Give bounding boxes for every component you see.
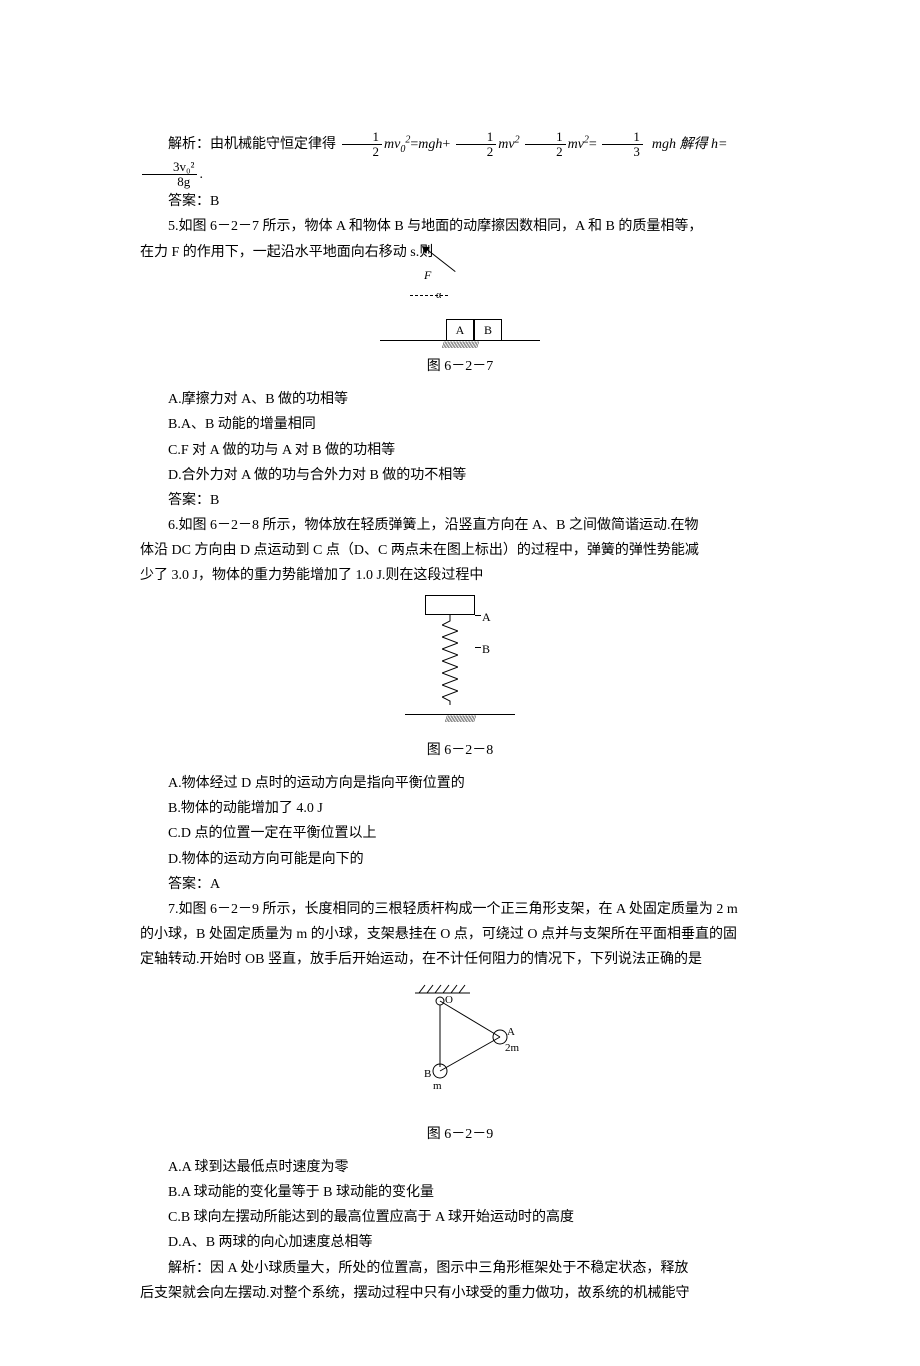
q4-answer: 答案：B xyxy=(140,189,780,214)
q5-answer: 答案：B xyxy=(140,488,780,513)
fig628-mass xyxy=(425,595,475,615)
fig627-hatch: //////////////////////// xyxy=(380,341,540,349)
frac-half-2: 1 2 xyxy=(456,130,497,160)
fig628-label-B: B xyxy=(482,639,490,661)
q5-optD: D.合外力对 A 做的功与合外力对 B 做的功不相等 xyxy=(140,463,780,488)
q4-analysis-prefix: 解析：由机械能守恒定律得 xyxy=(168,137,336,152)
q5-optA: A.摩擦力对 A、B 做的功相等 xyxy=(140,387,780,412)
q6-optB: B.物体的动能增加了 4.0 J xyxy=(140,796,780,821)
q6-optA: A.物体经过 D 点时的运动方向是指向平衡位置的 xyxy=(140,771,780,796)
q7-stem3: 定轴转动.开始时 OB 竖直，放手后开始运动，在不计任何阻力的情况下，下列说法正… xyxy=(140,947,780,972)
q6-stem2: 体沿 DC 方向由 D 点运动到 C 点（D、C 两点未在图上标出）的过程中，弹… xyxy=(140,538,780,563)
q6-answer: 答案：A xyxy=(140,872,780,897)
page: 解析：由机械能守恒定律得 1 2 mv02=mgh+ 1 2 mv2 1 2 m… xyxy=(0,0,920,1366)
figure-6-2-8: A B //////////////////// xyxy=(140,595,780,734)
fig627-box-A: A xyxy=(446,319,474,341)
fig629-label-O: O xyxy=(445,991,453,1011)
frac-result: 3v₀² 8g xyxy=(142,160,197,190)
fig628-diagram: A B //////////////////// xyxy=(390,595,530,725)
fig627-angle: α xyxy=(436,287,441,305)
q7-optB: B.A 球动能的变化量等于 B 球动能的变化量 xyxy=(140,1180,780,1205)
q7-stem1: 7.如图 6－2－9 所示，长度相同的三根轻质杆构成一个正三角形支架，在 A 处… xyxy=(140,897,780,922)
fig627-caption: 图 6－2－7 xyxy=(140,354,780,379)
fig628-caption: 图 6－2－8 xyxy=(140,738,780,763)
fig629-label-m: m xyxy=(433,1077,442,1097)
q5-optC: C.F 对 A 做的功与 A 对 B 做的功相等 xyxy=(140,438,780,463)
figure-6-2-7: F α A B //////////////////////// xyxy=(140,271,780,350)
q6-optD: D.物体的运动方向可能是向下的 xyxy=(140,847,780,872)
fig627-dashline xyxy=(410,295,448,296)
fig628-tick-B xyxy=(475,647,481,648)
fig627-diagram: F α A B //////////////////////// xyxy=(380,271,540,341)
frac-half-3: 1 2 xyxy=(525,130,566,160)
q7-analysis2: 后支架就会向左摆动.对整个系统，摆动过程中只有小球受的重力做功，故系统的机械能守 xyxy=(140,1281,780,1306)
fig627-box-B: B xyxy=(474,319,502,341)
q5-stem2: 在力 F 的作用下，一起沿水平地面向右移动 s.则 xyxy=(140,240,780,265)
q4-analysis: 解析：由机械能守恒定律得 1 2 mv02=mgh+ 1 2 mv2 1 2 m… xyxy=(140,130,780,189)
fig629-label-2m: 2m xyxy=(505,1039,519,1059)
q6-stem1: 6.如图 6－2－8 所示，物体放在轻质弹簧上，沿竖直方向在 A、B 之间做简谐… xyxy=(140,513,780,538)
q7-optD: D.A、B 两球的向心加速度总相等 xyxy=(140,1230,780,1255)
q7-optC: C.B 球向左摆动所能达到的最高位置应高于 A 球开始运动时的高度 xyxy=(140,1205,780,1230)
q5-optB: B.A、B 动能的增量相同 xyxy=(140,412,780,437)
frac-half-1: 1 2 xyxy=(342,130,383,160)
frac-third: 1 3 xyxy=(602,130,643,160)
q7-optA: A.A 球到达最低点时速度为零 xyxy=(140,1155,780,1180)
fig628-spring xyxy=(442,615,458,705)
fig628-label-A: A xyxy=(482,607,491,629)
figure-6-2-9: O A 2m B m xyxy=(140,979,780,1118)
q6-optC: C.D 点的位置一定在平衡位置以上 xyxy=(140,821,780,846)
q5-stem1: 5.如图 6－2－7 所示，物体 A 和物体 B 与地面的动摩擦因数相同，A 和… xyxy=(140,214,780,239)
fig628-tick-A xyxy=(475,615,481,616)
fig629-label-B: B xyxy=(424,1065,431,1085)
fig628-hatch: //////////////////// xyxy=(405,715,515,723)
fig627-F-label: F xyxy=(424,265,431,287)
mv0sq: mv02 xyxy=(384,137,410,152)
q7-analysis1: 解析：因 A 处小球质量大，所处的位置高，图示中三角形框架处于不稳定状态，释放 xyxy=(140,1256,780,1281)
fig629-diagram: O A 2m B m xyxy=(395,979,525,1109)
fig629-caption: 图 6－2－9 xyxy=(140,1122,780,1147)
mvsq: mv2 xyxy=(498,137,519,152)
q6-stem3: 少了 3.0 J，物体的重力势能增加了 1.0 J.则在这段过程中 xyxy=(140,563,780,588)
q7-stem2: 的小球，B 处固定质量为 m 的小球，支架悬挂在 O 点，可绕过 O 点并与支架… xyxy=(140,922,780,947)
